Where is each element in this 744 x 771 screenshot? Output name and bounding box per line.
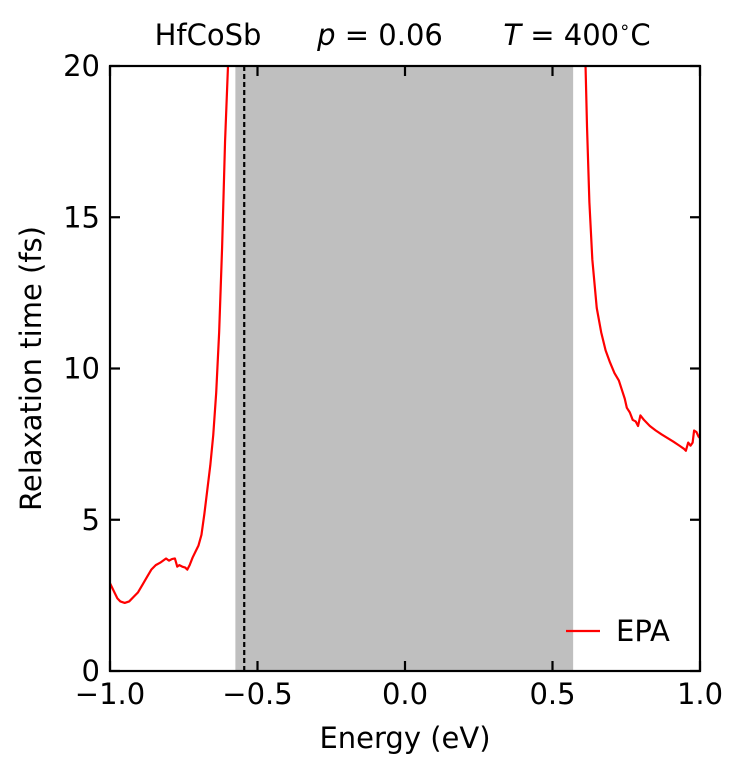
- chart-title-p-symbol: p: [316, 18, 335, 52]
- band-gap-region: [235, 66, 574, 671]
- chart-title-t-degree: ∘: [619, 17, 630, 38]
- legend: EPA: [566, 614, 670, 648]
- chart-title-t-value: = 400: [521, 18, 619, 52]
- chart-title-p-value: = 0.06: [336, 18, 443, 52]
- chart-title-p: p = 0.06: [316, 18, 443, 52]
- x-tick-label: −0.5: [222, 677, 292, 711]
- plot-frame: [108, 64, 702, 673]
- band-gap-region-group: [235, 66, 574, 671]
- series-line-epa-segment-1: [110, 66, 230, 605]
- legend-label-epa: EPA: [616, 614, 670, 648]
- x-tick-label: 1.0: [677, 677, 723, 711]
- x-tick-label: 0.0: [382, 677, 428, 711]
- x-axis-label: Energy (eV): [319, 721, 490, 755]
- chart-title-material: HfCoSb: [155, 18, 262, 52]
- chart-title-t-symbol: T: [503, 18, 523, 52]
- y-tick-label: 20: [63, 49, 100, 83]
- series-group: [110, 66, 700, 605]
- tick-labels-group: −1.0 −0.5 0.0 0.5 1.0 0 5 10 15 20: [63, 49, 723, 711]
- x-tick-label: 0.5: [529, 677, 575, 711]
- chart-title-temperature: T = 400∘C: [503, 17, 650, 52]
- y-tick-label: 5: [82, 503, 100, 537]
- y-tick-label: 10: [63, 352, 100, 386]
- x-tick-label: −1.0: [75, 677, 145, 711]
- y-tick-label: 0: [82, 654, 100, 688]
- y-axis-label: Relaxation time (fs): [14, 226, 48, 511]
- chart-title-t-unit: C: [630, 18, 650, 52]
- series-line-epa-segment-2: [584, 66, 700, 452]
- y-tick-label: 15: [63, 200, 100, 234]
